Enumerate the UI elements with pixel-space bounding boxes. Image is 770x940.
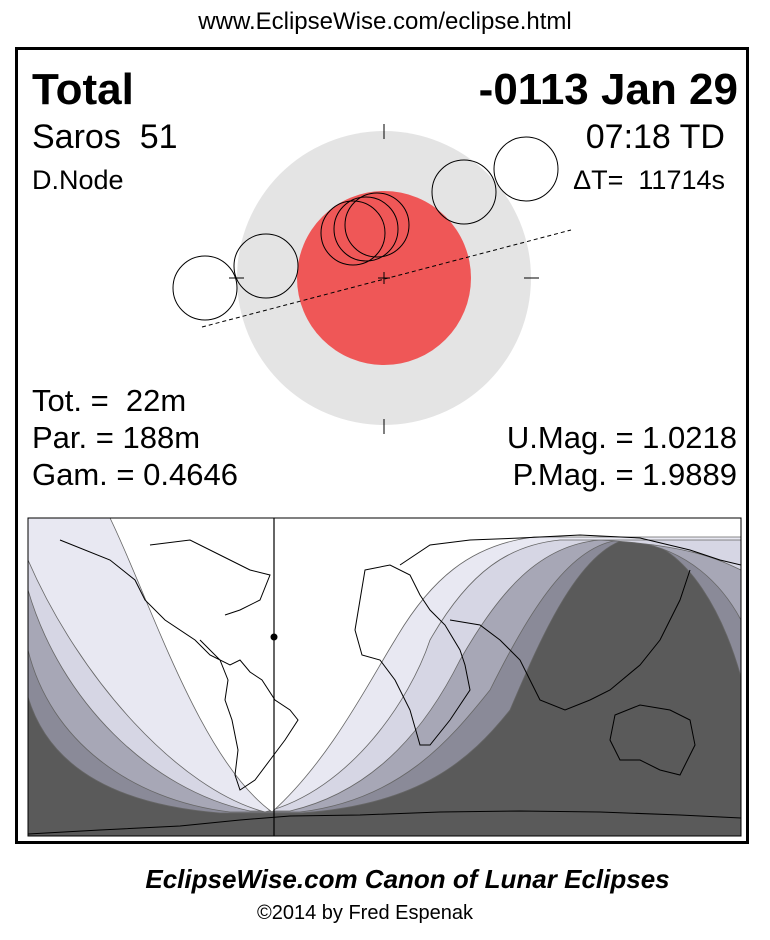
visibility-map [28,518,741,836]
eclipse-time: 07:18 TD [585,118,725,156]
moon-u1 [233,233,299,299]
moon-p4 [493,136,559,202]
footer-title: EclipseWise.com Canon of Lunar Eclipses [145,864,670,894]
source-url[interactable]: www.EclipseWise.com/eclipse.html [198,8,572,35]
umbral-magnitude: U.Mag. = 1.0218 [506,420,737,455]
coastlines [28,534,741,835]
node: D.Node [32,165,124,195]
gamma: Gam. = 0.4646 [32,457,238,492]
map-border [27,517,742,837]
moon-p1 [172,255,238,321]
moon-u4 [431,159,497,225]
moon-u3 [344,192,410,258]
moon-greatest [333,196,399,262]
moon-positions [172,136,559,321]
greatest-eclipse-point [270,633,278,641]
saros-number: Saros 51 [32,118,178,156]
delta-t: ΔT= 11714s [573,165,725,195]
footer-copyright: ©2014 by Fred Espenak [257,902,473,924]
eclipse-type: Total [32,65,134,114]
penumbral-magnitude: P.Mag. = 1.9889 [512,457,737,492]
moon-path-line [201,229,572,328]
eclipse-panel [15,47,749,844]
partial-duration: Par. = 188m [32,420,201,455]
moon-u2 [320,200,386,266]
totality-duration: Tot. = 22m [32,383,187,418]
eclipse-date: -0113 Jan 29 [478,65,738,114]
map-visible-region [28,518,741,813]
